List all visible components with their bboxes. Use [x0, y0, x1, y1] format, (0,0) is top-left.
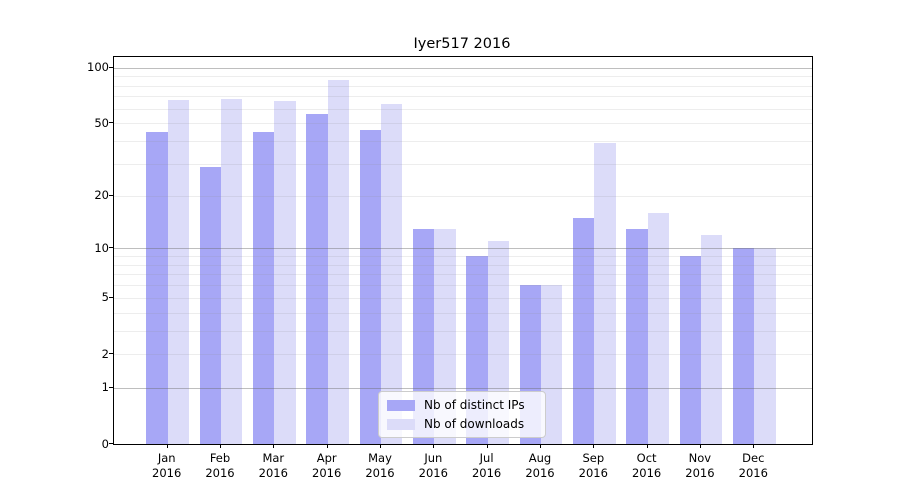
bar-downloads-mar — [274, 101, 296, 444]
gridline-minor — [114, 264, 812, 266]
bar-distinct-ips-mar — [253, 131, 275, 444]
y-tick-mark — [109, 66, 113, 68]
chart-title: Iyer517 2016 — [413, 36, 511, 52]
bar-downloads-nov — [700, 234, 723, 444]
gridline-minor — [114, 274, 812, 276]
bar-distinct-ips-jun — [413, 228, 435, 444]
bar-distinct-ips-feb — [199, 166, 221, 444]
x-tick-label-dec: Dec 2016 — [738, 451, 768, 480]
gridline-minor — [114, 285, 812, 287]
bar-downloads-feb — [221, 98, 243, 444]
bar-distinct-ips-apr — [306, 114, 328, 444]
bar-downloads-may — [381, 103, 403, 444]
x-tick-label-apr: Apr 2016 — [312, 451, 342, 480]
bar-downloads-aug — [541, 285, 563, 444]
x-tick-mark — [646, 444, 648, 448]
bar-downloads-apr — [327, 79, 349, 444]
x-tick-mark — [433, 444, 435, 448]
x-tick-label-oct: Oct 2016 — [631, 451, 662, 480]
legend-swatch-downloads — [387, 418, 415, 430]
x-tick-mark — [380, 444, 381, 448]
y-tick-mark — [109, 353, 113, 355]
gridline-minor — [114, 123, 812, 125]
x-tick-mark — [753, 444, 755, 448]
bar-distinct-ips-sep — [573, 217, 595, 444]
legend-label-downloads: Nb of downloads — [424, 417, 525, 431]
y-tick-mark — [109, 247, 113, 249]
gridline-minor — [114, 256, 812, 258]
bar-distinct-ips-oct — [626, 228, 648, 444]
x-tick-label-aug: Aug 2016 — [525, 451, 555, 480]
x-tick-mark — [540, 444, 541, 448]
y-tick-mark — [109, 194, 113, 196]
gridline-minor — [114, 297, 812, 299]
legend: Nb of distinct IPs Nb of downloads — [378, 391, 546, 438]
y-tick-label: 0 — [101, 436, 109, 451]
x-tick-mark — [486, 444, 488, 448]
gridline-minor — [114, 163, 812, 165]
gridline-major — [114, 387, 812, 389]
x-tick-label-feb: Feb 2016 — [205, 451, 235, 480]
x-tick-mark — [326, 444, 328, 448]
bar-downloads-jun — [434, 228, 456, 444]
bar-downloads-sep — [594, 143, 616, 444]
x-tick-mark — [593, 444, 595, 448]
gridline-minor — [114, 85, 812, 87]
x-tick-mark — [166, 444, 168, 448]
x-tick-label-jan: Jan 2016 — [152, 451, 182, 480]
bar-distinct-ips-jan — [146, 131, 168, 444]
gridline-major — [114, 248, 812, 250]
x-tick-label-jun: Jun 2016 — [418, 451, 448, 480]
legend-item-downloads: Nb of downloads — [379, 416, 545, 432]
y-tick-mark — [109, 443, 113, 444]
x-tick-mark — [273, 444, 275, 448]
y-tick-label: 100 — [87, 60, 109, 75]
gridline-minor — [114, 330, 812, 332]
legend-item-distinct-ips: Nb of distinct IPs — [379, 397, 545, 413]
bar-downloads-jan — [167, 99, 189, 444]
y-tick-mark — [109, 122, 113, 124]
bar-distinct-ips-nov — [679, 256, 701, 444]
y-tick-label: 1 — [101, 380, 109, 394]
gridline-minor — [114, 195, 812, 197]
gridline-minor — [114, 354, 812, 356]
y-tick-label: 2 — [101, 346, 109, 361]
gridline-minor — [114, 76, 812, 78]
gridline-major — [114, 67, 812, 69]
x-tick-label-mar: Mar 2016 — [258, 451, 288, 480]
x-tick-label-may: May 2016 — [365, 451, 395, 480]
gridline-minor — [114, 108, 812, 110]
gridline-minor — [114, 96, 812, 98]
legend-swatch-distinct-ips — [387, 399, 415, 411]
plot-area — [113, 56, 813, 445]
y-tick-label: 50 — [94, 115, 109, 130]
x-tick-label-nov: Nov 2016 — [685, 451, 715, 480]
x-tick-label-jul: Jul 2016 — [471, 451, 502, 480]
x-tick-label-sep: Sep 2016 — [578, 451, 608, 480]
bar-downloads-dec — [754, 248, 776, 444]
y-tick-label: 20 — [94, 188, 109, 203]
legend-label-distinct-ips: Nb of distinct IPs — [424, 398, 525, 412]
y-tick-label: 10 — [94, 240, 109, 255]
gridline-minor — [114, 312, 812, 314]
y-tick-mark — [109, 386, 113, 388]
y-tick-label: 5 — [101, 290, 109, 305]
x-tick-mark — [699, 444, 701, 448]
x-tick-mark — [220, 444, 221, 448]
bar-downloads-oct — [647, 212, 669, 444]
gridline-minor — [114, 141, 812, 143]
bar-distinct-ips-may — [359, 130, 381, 444]
bar-distinct-ips-dec — [733, 248, 755, 444]
y-tick-mark — [109, 296, 113, 298]
